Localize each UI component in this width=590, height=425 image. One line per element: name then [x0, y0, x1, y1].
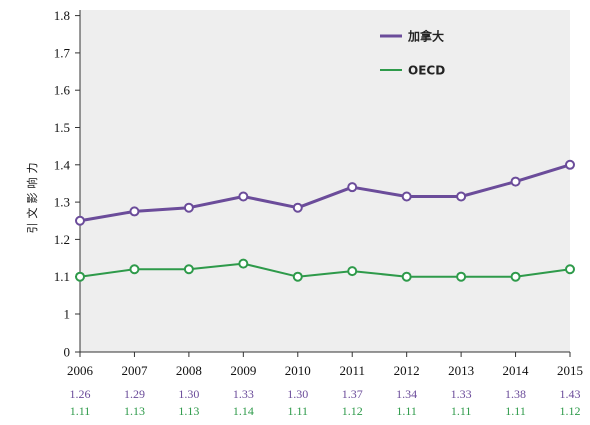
data-point-oecd: [75, 271, 85, 282]
value-label-canada: 1.43: [560, 387, 581, 401]
value-label-oecd: 1.12: [560, 404, 581, 418]
legend: 加拿大 OECD: [380, 29, 445, 78]
y-tick-label: 1.5: [54, 120, 70, 135]
value-label-canada: 1.30: [178, 387, 199, 401]
y-tick-label: 1.6: [54, 83, 71, 98]
value-label-canada: 1.33: [233, 387, 254, 401]
data-point-oecd: [347, 266, 358, 277]
data-point-oecd: [401, 271, 412, 282]
y-axis-label: 引文影响力: [25, 159, 39, 234]
data-point-oecd: [510, 271, 521, 282]
data-point-canada: [401, 191, 412, 202]
data-point-oecd: [183, 264, 194, 275]
value-label-canada: 1.30: [287, 387, 308, 401]
y-tick-label: 1.1: [54, 269, 70, 284]
data-point-oecd: [238, 258, 249, 269]
plot-background: [80, 10, 570, 352]
data-point-oecd: [292, 271, 303, 282]
axes: 0 1 1.1 1.2 1.3 1.4 1.5 1.6 1.7 1.8 2006 2007 2008 20…: [54, 8, 583, 378]
x-tick-label: 2011: [339, 363, 365, 378]
data-point-oecd: [129, 264, 140, 275]
value-label-oecd: 1.12: [342, 404, 363, 418]
data-point-canada: [129, 206, 140, 217]
data-point-canada: [75, 215, 85, 226]
value-label-oecd: 1.13: [178, 404, 199, 418]
value-label-oecd: 1.13: [124, 404, 145, 418]
legend-label-canada: 加拿大: [407, 29, 444, 44]
value-label-canada: 1.38: [505, 387, 526, 401]
value-label-oecd: 1.11: [451, 404, 472, 418]
series-line-oecd: [79, 262, 571, 278]
data-point-canada: [565, 159, 575, 170]
series-line-canada: [79, 163, 571, 223]
data-point-canada: [347, 182, 358, 193]
value-label-rows: 1.26 1.29 1.30 1.33 1.30 1.37 1.34 1.33 1.38 1.43…: [70, 387, 581, 418]
y-tick-label: 1.2: [54, 232, 70, 247]
data-point-canada: [238, 191, 249, 202]
legend-label-oecd: OECD: [408, 64, 445, 78]
y-tick-label: 1.7: [54, 45, 71, 60]
value-label-canada: 1.33: [451, 387, 472, 401]
value-label-oecd: 1.11: [505, 404, 526, 418]
y-tick-label: 1.4: [54, 157, 71, 172]
x-tick-label: 2008: [176, 363, 202, 378]
value-label-canada: 1.26: [70, 387, 91, 401]
y-tick-label: 1: [64, 307, 71, 322]
x-tick-label: 2007: [121, 363, 148, 378]
value-label-oecd: 1.11: [396, 404, 417, 418]
value-label-oecd: 1.11: [287, 404, 308, 418]
value-label-canada: 1.37: [342, 387, 363, 401]
x-tick-label: 2009: [230, 363, 256, 378]
y-tick-label: 1.3: [54, 195, 70, 210]
data-point-canada: [183, 202, 194, 213]
x-tick-label: 2013: [448, 363, 474, 378]
x-tick-label: 2015: [557, 363, 583, 378]
x-tick-label: 2014: [503, 363, 530, 378]
data-point-canada: [292, 202, 303, 213]
data-point-oecd: [565, 264, 575, 275]
data-point-canada: [510, 176, 521, 187]
x-tick-label: 2012: [394, 363, 420, 378]
y-tick-label: 0: [64, 345, 71, 360]
data-point-oecd: [456, 271, 467, 282]
x-tick-label: 2010: [285, 363, 311, 378]
value-label-oecd: 1.11: [70, 404, 91, 418]
x-tick-label: 2006: [67, 363, 94, 378]
value-label-canada: 1.34: [396, 387, 417, 401]
value-label-canada: 1.29: [124, 387, 145, 401]
series-layer: [75, 159, 575, 282]
y-tick-label: 1.8: [54, 8, 70, 23]
data-point-canada: [456, 191, 467, 202]
value-label-oecd: 1.14: [233, 404, 254, 418]
